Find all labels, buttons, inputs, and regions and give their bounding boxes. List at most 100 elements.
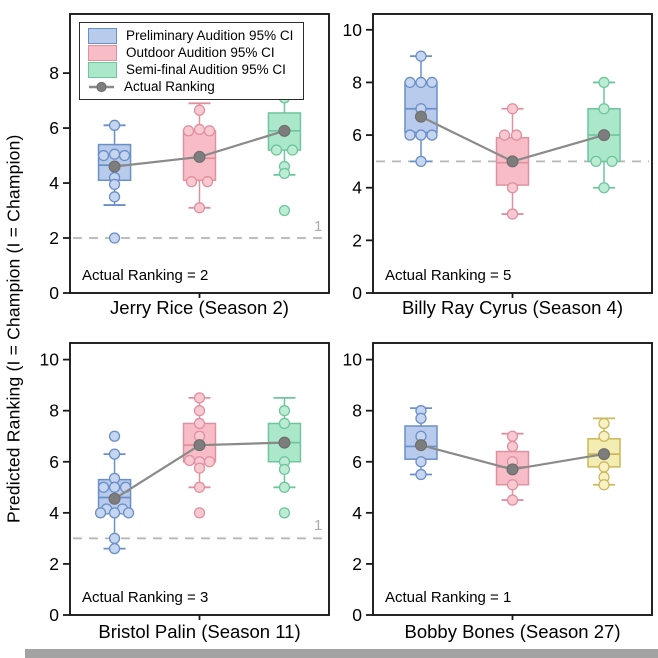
data-point — [108, 507, 121, 519]
data-point — [108, 232, 121, 244]
y-axis-label: Predicted Ranking (I = Champion (I = Cha… — [3, 134, 24, 524]
y-tick-label: 6 — [352, 125, 362, 145]
y-tick-label: 0 — [49, 283, 59, 303]
legend-swatch-pink — [88, 44, 117, 61]
legend-swatch-green — [88, 61, 117, 78]
y-tick-label: 4 — [49, 173, 59, 193]
y-tick-label: 2 — [352, 554, 362, 574]
y-tick-label: 0 — [352, 283, 362, 303]
actual-ranking-annotation: Actual Ranking = 3 — [82, 589, 209, 606]
data-point — [598, 182, 610, 194]
data-point — [278, 481, 291, 493]
actual-dot — [506, 155, 519, 168]
data-point — [108, 532, 121, 545]
legend-swatch-blue — [88, 27, 117, 44]
data-point — [203, 456, 216, 468]
y-tick-label: 8 — [49, 63, 59, 83]
data-point — [598, 430, 610, 442]
y-tick-label: 6 — [49, 452, 59, 472]
data-point — [606, 155, 618, 168]
data-point — [108, 542, 121, 555]
data-point — [193, 507, 206, 519]
y-tick-label: 4 — [352, 503, 362, 523]
actual-dot — [414, 439, 427, 452]
data-point — [108, 191, 121, 203]
legend-item-semifinal: Semi-final Audition 95% CI — [88, 61, 293, 78]
y-tick-label: 10 — [343, 20, 363, 40]
y-tick-label: 6 — [49, 118, 59, 138]
subplot-title: Bobby Bones (Season 27) — [404, 621, 621, 642]
actual-dot — [108, 160, 121, 173]
data-point — [415, 155, 427, 168]
data-point — [97, 481, 110, 493]
subplot-title: Bristol Palin (Season 11) — [98, 621, 301, 642]
data-point — [108, 178, 121, 191]
data-point — [590, 155, 602, 168]
legend-item-actual-ranking: Actual Ranking — [88, 78, 293, 95]
data-point — [598, 479, 610, 491]
data-point — [278, 463, 291, 476]
data-point — [415, 50, 427, 62]
actual-dot — [598, 448, 611, 461]
data-point — [278, 405, 291, 417]
y-tick-label: 2 — [352, 230, 362, 250]
data-point — [426, 129, 438, 141]
data-point — [108, 119, 121, 131]
actual-dot — [193, 150, 206, 163]
data-point — [118, 149, 131, 162]
y-tick-label: 2 — [49, 228, 59, 248]
actual-ranking-annotation: Actual Ranking = 1 — [385, 589, 512, 606]
data-point — [415, 129, 427, 141]
data-point — [286, 144, 299, 156]
data-point — [506, 430, 519, 442]
data-point — [108, 481, 121, 493]
data-point — [598, 103, 610, 115]
data-point — [598, 461, 610, 473]
data-point — [506, 440, 519, 453]
legend-label: Actual Ranking — [124, 79, 215, 94]
y-tick-label: 4 — [49, 503, 59, 523]
data-point — [278, 167, 291, 180]
data-point — [415, 76, 427, 89]
y-tick-label: 0 — [352, 605, 362, 625]
data-point — [108, 148, 121, 160]
legend-label: Semi-final Audition 95% CI — [126, 62, 286, 77]
subplot-title: Jerry Rice (Season 2) — [110, 297, 289, 318]
data-point — [510, 129, 523, 141]
legend-label: Outdoor Audition 95% CI — [126, 45, 275, 60]
legend-item-preliminary: Preliminary Audition 95% CI — [88, 27, 293, 44]
data-point — [203, 125, 216, 137]
y-tick-label: 8 — [49, 401, 59, 421]
subplot-title: Billy Ray Cyrus (Season 4) — [401, 297, 624, 318]
actual-dot — [278, 436, 291, 449]
data-point — [182, 125, 195, 137]
data-point — [193, 417, 206, 430]
data-point — [97, 149, 110, 162]
y-tick-label: 0 — [49, 605, 59, 625]
data-point — [193, 462, 206, 474]
data-point — [278, 204, 291, 217]
data-point — [108, 430, 121, 442]
data-point — [426, 76, 438, 89]
data-point — [193, 202, 206, 214]
y-tick-label: 4 — [352, 178, 362, 198]
legend: Preliminary Audition 95% CI Outdoor Audi… — [79, 22, 305, 100]
data-point — [506, 182, 519, 194]
data-point — [122, 507, 135, 519]
legend-label: Preliminary Audition 95% CI — [126, 28, 294, 43]
bottom-edge-bar — [25, 649, 658, 658]
actual-dot — [506, 463, 519, 476]
data-point — [185, 176, 198, 188]
data-point — [278, 417, 291, 430]
dashed-line-label: 1 — [314, 517, 323, 534]
y-tick-label: 6 — [352, 452, 362, 472]
actual-dot — [108, 492, 121, 505]
data-point — [193, 392, 206, 404]
dashed-line-label: 1 — [314, 218, 323, 235]
data-point — [498, 129, 511, 141]
data-point — [193, 405, 206, 417]
data-point — [598, 76, 610, 89]
actual-dot — [414, 110, 427, 123]
